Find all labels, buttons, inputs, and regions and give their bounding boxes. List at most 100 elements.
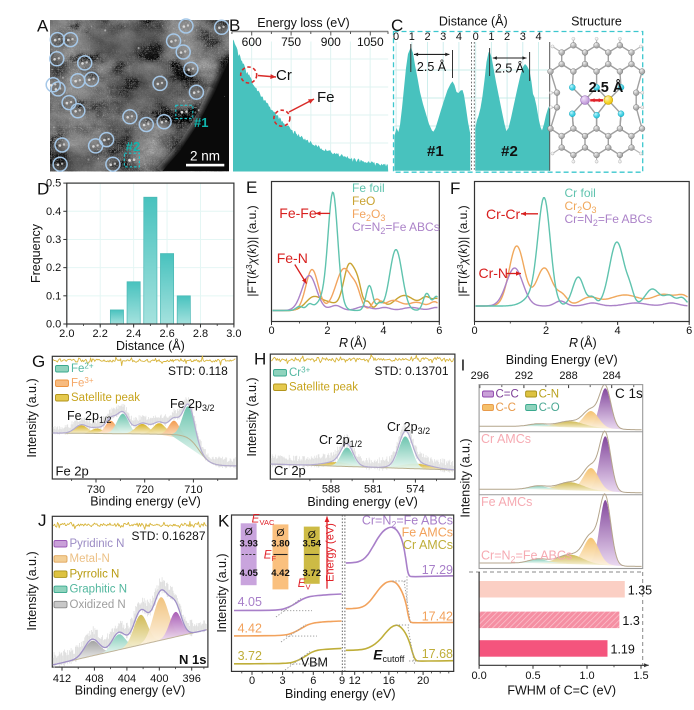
svg-text:#1: #1 [427,143,444,160]
svg-text:V: V [306,583,311,592]
svg-text:Cr AMCs: Cr AMCs [481,432,531,446]
svg-text:G: G [32,352,45,371]
svg-text:STD: 0.16287: STD: 0.16287 [131,529,205,543]
svg-text:17.42: 17.42 [422,610,453,624]
svg-text:3.93: 3.93 [239,539,258,550]
svg-text:2.8: 2.8 [193,328,208,340]
svg-text:Distance (Å): Distance (Å) [116,338,185,353]
svg-text:C=C: C=C [496,389,519,401]
svg-text:Cr=N2=Fe ABCs: Cr=N2=Fe ABCs [352,220,440,236]
svg-text:Binding energy (eV): Binding energy (eV) [90,495,200,509]
svg-text:408: 408 [85,673,103,685]
svg-text:Fe 2p1/2: Fe 2p1/2 [67,409,111,425]
svg-text:|FT(k3χ(k))| (a.u.): |FT(k3χ(k))| (a.u.) [245,205,259,296]
svg-text:750: 750 [281,35,301,49]
svg-text:Binding energy (eV): Binding energy (eV) [307,495,417,509]
svg-text:3: 3 [520,31,526,43]
svg-text:4.05: 4.05 [238,595,262,609]
svg-text:Intensity (a.u.): Intensity (a.u.) [25,378,39,457]
svg-text:Fe foil: Fe foil [352,181,385,195]
svg-text:2.0: 2.0 [59,328,74,340]
svg-text:Cr=N2=Fe ABCs: Cr=N2=Fe ABCs [481,549,572,565]
svg-text:B: B [229,16,240,35]
svg-text:17.68: 17.68 [422,647,453,661]
svg-text:4: 4 [615,325,621,337]
svg-text:Distance (Å): Distance (Å) [439,14,508,29]
svg-text:4.05: 4.05 [239,568,258,579]
svg-text:Structure: Structure [571,15,622,29]
svg-text:Fe-Fe: Fe-Fe [279,205,317,221]
svg-text:Oxidized N: Oxidized N [70,599,126,611]
svg-text:4.42: 4.42 [271,568,290,579]
svg-text:C-N: C-N [539,389,559,401]
svg-text:3.80: 3.80 [271,539,290,550]
svg-text:Fe2+: Fe2+ [71,362,94,376]
svg-text:Fe3+: Fe3+ [71,376,94,390]
svg-text:Cr: Cr [276,67,292,84]
svg-text:2: 2 [324,325,330,337]
svg-text:A: A [37,17,49,36]
svg-text:3.72: 3.72 [303,568,322,579]
svg-text:Binding Energy (eV): Binding Energy (eV) [506,353,618,367]
svg-text:2: 2 [543,325,549,337]
svg-text:VAC: VAC [260,518,275,527]
svg-text:296: 296 [471,370,489,382]
svg-text:2.5 Å: 2.5 Å [417,59,447,74]
svg-text:FeO: FeO [352,194,375,208]
svg-text:Ø: Ø [276,527,284,539]
svg-text:Graphitic N: Graphitic N [70,584,128,596]
svg-text:Intensity (a.u.): Intensity (a.u.) [215,553,229,632]
svg-text:#2: #2 [126,139,140,154]
svg-text:Fe 2p3/2: Fe 2p3/2 [170,397,214,413]
svg-text:2: 2 [504,31,510,43]
svg-text:20: 20 [417,675,429,687]
svg-text:396: 396 [183,673,201,685]
svg-text:#1: #1 [194,115,208,130]
svg-text:Cr foil: Cr foil [565,186,596,200]
svg-text:581: 581 [364,484,382,496]
svg-text:Cr3+: Cr3+ [289,366,311,380]
svg-text:Intensity (a.u.): Intensity (a.u.) [459,438,473,517]
svg-text:C-O: C-O [539,402,560,414]
svg-text:C-C: C-C [496,402,516,414]
svg-text:6: 6 [436,325,442,337]
svg-text:12: 12 [349,675,361,687]
svg-text:Cr2O3: Cr2O3 [565,199,597,215]
svg-text:Frequency: Frequency [29,223,43,283]
svg-text:3: 3 [440,31,446,43]
svg-text:6: 6 [310,675,316,687]
svg-text:0: 0 [268,325,274,337]
svg-text:3.0: 3.0 [226,328,241,340]
svg-text:730: 730 [87,484,105,496]
svg-text:1.5: 1.5 [633,670,648,682]
svg-text:N 1s: N 1s [179,652,206,667]
svg-text:17.29: 17.29 [422,563,453,577]
svg-text:3.72: 3.72 [238,649,262,663]
svg-text:F: F [450,179,460,198]
svg-text:900: 900 [321,35,341,49]
svg-text:9: 9 [339,675,345,687]
svg-text:R: R [569,336,578,350]
svg-text:2.4: 2.4 [126,328,141,340]
svg-text:E: E [373,648,383,663]
svg-text:1.0: 1.0 [579,670,594,682]
svg-text:R: R [339,336,348,350]
svg-text:Binding energy (eV): Binding energy (eV) [285,687,395,701]
svg-text:1.19: 1.19 [611,643,635,657]
svg-text:0.1: 0.1 [46,290,61,302]
svg-text:Binding energy (eV): Binding energy (eV) [75,684,185,698]
svg-text:Fe 2p: Fe 2p [56,464,89,479]
svg-text:1: 1 [488,31,494,43]
svg-text:2.5 Å: 2.5 Å [589,79,624,96]
svg-text:0.0: 0.0 [471,670,486,682]
svg-text:404: 404 [118,673,136,685]
svg-text:1: 1 [409,31,415,43]
svg-text:0: 0 [473,31,479,43]
svg-text:FWHM of C=C (eV): FWHM of C=C (eV) [507,684,616,698]
svg-text:Cr-Cr: Cr-Cr [486,206,521,222]
svg-text:Cr AMCs: Cr AMCs [403,538,453,552]
svg-text:(Å): (Å) [350,335,367,350]
svg-text:E: E [264,550,272,562]
svg-text:2: 2 [424,31,430,43]
svg-text:720: 720 [136,484,154,496]
